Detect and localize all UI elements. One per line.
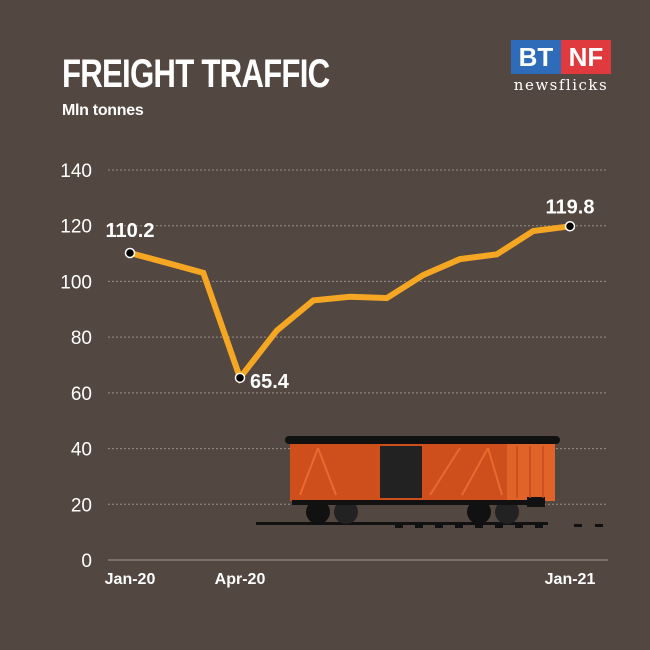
data-label: 110.2 [106,220,155,242]
data-label: 119.8 [546,196,595,218]
logo-nf: NF [561,40,611,74]
y-tick-label: 140 [60,161,92,182]
y-tick-label: 60 [71,384,92,405]
x-tick-label: Jan-20 [105,571,156,588]
chart-title: FREIGHT TRAFFIC [62,52,330,96]
y-tick-label: 20 [71,495,92,516]
chart-subtitle: Mln tonnes [62,102,144,119]
logo-bt: BT [511,40,561,74]
data-point-marker [234,372,246,384]
y-tick-label: 40 [71,440,92,461]
data-point-marker [564,221,576,232]
y-tick-label: 100 [60,272,92,293]
train-wagon-illustration [256,436,603,528]
x-tick-label: Jan-21 [545,571,596,588]
logo-tagline: newsflicks [513,76,609,94]
y-tick-label: 80 [71,328,92,349]
data-point-marker [124,247,136,259]
x-tick-label: Apr-20 [215,571,266,588]
y-tick-label: 120 [60,217,92,238]
brand-logo: BT NF newsflicks [511,40,611,94]
data-label: 65.4 [250,371,290,393]
freight-traffic-line [129,223,571,384]
y-tick-label: 0 [81,551,92,572]
